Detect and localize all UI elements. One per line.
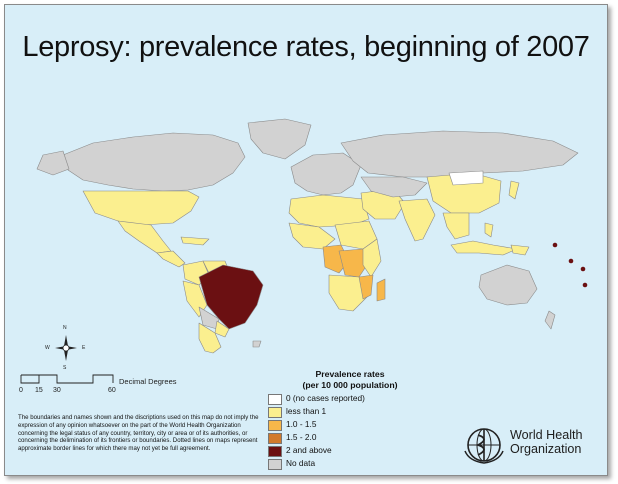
region-alaska	[36, 150, 70, 176]
legend-swatch	[268, 394, 282, 405]
legend-label: 0 (no cases reported)	[286, 393, 365, 403]
compass-n: N	[63, 325, 67, 331]
compass-s: S	[63, 365, 67, 371]
who-emblem-icon	[464, 428, 504, 464]
region-mexico	[117, 220, 172, 254]
region-new-zealand	[544, 310, 556, 330]
region-japan	[508, 180, 520, 200]
region-paraguay	[214, 320, 230, 338]
scale-tick-15: 15	[35, 387, 43, 394]
region-west-africa	[288, 222, 336, 250]
compass-rose-icon	[55, 335, 77, 361]
pacific-island-4	[582, 282, 588, 288]
region-caribbean	[180, 236, 210, 246]
region-mozambique	[358, 274, 374, 300]
compass-e: E	[82, 345, 86, 351]
region-east-africa	[362, 238, 382, 278]
legend-label: 2 and above	[286, 445, 332, 455]
legend-swatch	[268, 433, 282, 444]
region-philippines	[484, 222, 494, 238]
map-title: Leprosy: prevalence rates, beginning of …	[22, 31, 590, 63]
who-name: World Health Organization	[510, 428, 583, 456]
disclaimer-text: The boundaries and names shown and the d…	[18, 414, 259, 453]
legend-label: 1.0 - 1.5	[286, 419, 317, 429]
legend-label: 1.5 - 2.0	[286, 432, 317, 442]
region-europe	[290, 152, 362, 196]
region-canada	[62, 132, 246, 192]
region-antarctic-island	[252, 340, 262, 348]
legend-swatch	[268, 420, 282, 431]
map-frame: Leprosy: prevalence rates, beginning of …	[4, 4, 608, 476]
region-central-asia	[360, 176, 428, 198]
region-australia	[478, 264, 538, 306]
scale-bar	[20, 374, 114, 384]
pacific-island-1	[552, 242, 558, 248]
pacific-island-2	[568, 258, 574, 264]
region-indonesia	[450, 240, 518, 256]
region-drc	[338, 248, 368, 278]
region-argentina	[198, 322, 222, 354]
scale-unit-label: Decimal Degrees	[119, 377, 177, 386]
region-russia	[340, 130, 579, 178]
region-greenland	[247, 118, 312, 160]
scale-tick-0: 0	[19, 387, 23, 394]
scale-tick-60: 60	[108, 387, 116, 394]
region-brazil	[198, 264, 264, 330]
legend-swatch	[268, 446, 282, 457]
region-madagascar	[376, 278, 386, 302]
region-usa	[82, 190, 200, 226]
pacific-island-3	[580, 266, 586, 272]
legend-label: No data	[286, 458, 316, 468]
region-central-america	[156, 250, 186, 268]
scale-tick-30: 30	[53, 387, 61, 394]
compass-w: W	[45, 345, 50, 351]
who-name-line2: Organization	[510, 442, 582, 456]
legend-swatch	[268, 459, 282, 470]
region-india	[398, 198, 436, 242]
world-map	[36, 118, 588, 354]
region-mongolia	[448, 170, 484, 186]
legend-title-line2: (per 10 000 population)	[302, 380, 398, 390]
region-southeast-asia	[442, 212, 470, 240]
legend-title-line1: Prevalence rates	[315, 369, 385, 379]
legend-label: less than 1	[286, 406, 327, 416]
region-papua	[510, 244, 530, 256]
legend-title: Prevalence rates (per 10 000 population)	[275, 369, 425, 391]
legend-swatch	[268, 407, 282, 418]
who-name-line1: World Health	[510, 428, 583, 442]
